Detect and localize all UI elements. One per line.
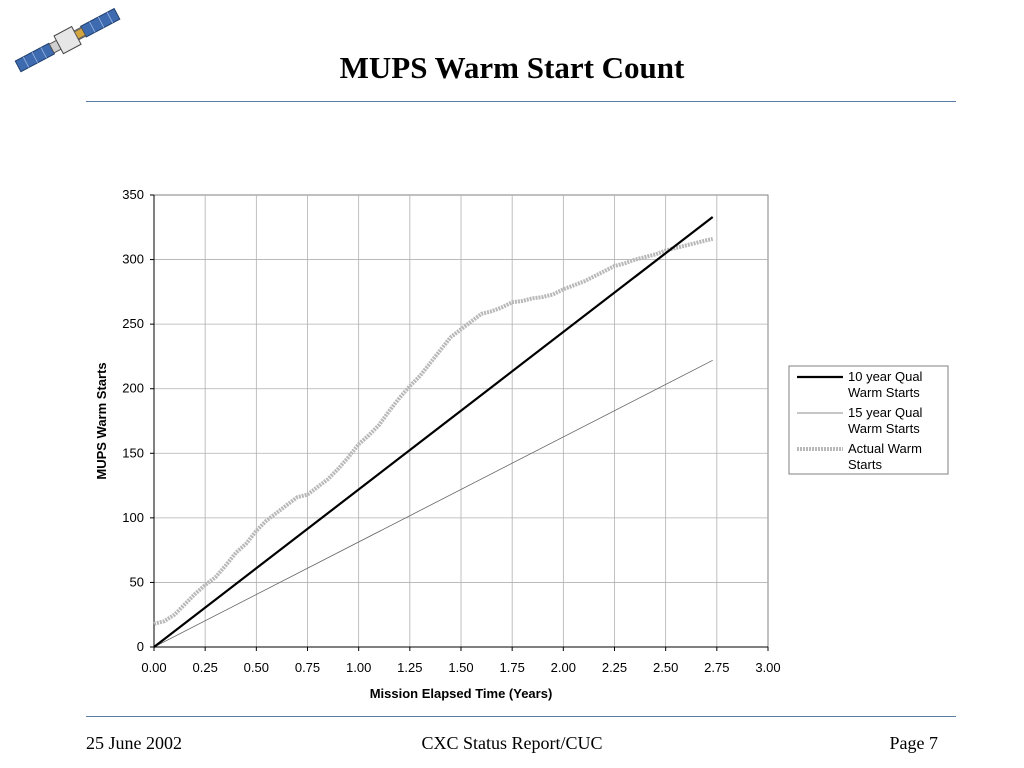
slide-title: MUPS Warm Start Count [339, 50, 685, 85]
x-tick-labels: 0.00 0.25 0.50 0.75 1.00 1.25 1.50 1.75 2.00 2.25… [141, 660, 780, 675]
series-line-qual10 [153, 216, 714, 648]
y-tick-label: 250 [122, 316, 144, 331]
y-tick-label: 350 [122, 187, 144, 202]
y-tick-labels: 0 50 100 150 200 250 300 350 [122, 187, 144, 654]
y-tick-label: 0 [137, 639, 144, 654]
x-tick-label: 0.00 [141, 660, 166, 675]
x-tick-label: 1.25 [397, 660, 422, 675]
x-tick-label: 2.50 [653, 660, 678, 675]
x-tick-label: 0.50 [244, 660, 269, 675]
axes [150, 194, 769, 651]
y-tick-label: 50 [130, 574, 144, 589]
footer-page-number: Page 7 [889, 733, 939, 753]
series-line-qual15 [153, 359, 713, 648]
x-tick-label: 1.50 [448, 660, 473, 675]
legend: 10 year Qual Warm Starts 15 year Qual Warm… [788, 365, 949, 475]
series-layer [153, 216, 714, 648]
x-tick-label: 3.00 [755, 660, 780, 675]
y-tick-label: 150 [122, 445, 144, 460]
warm-start-chart: 0.00 0.25 0.50 0.75 1.00 1.25 1.50 1.75 2.00 2.25… [94, 187, 949, 701]
y-tick-label: 300 [122, 252, 144, 267]
grid-lines [154, 195, 768, 647]
y-tick-label: 200 [122, 381, 144, 396]
x-tick-label: 1.75 [500, 660, 525, 675]
x-tick-label: 0.75 [295, 660, 320, 675]
x-tick-label: 1.00 [346, 660, 371, 675]
legend-label-actual: Actual Warm Starts [848, 441, 922, 472]
y-tick-label: 100 [122, 510, 144, 525]
footer-report-name: CXC Status Report/CUC [421, 733, 603, 753]
x-tick-label: 0.25 [193, 660, 218, 675]
x-tick-label: 2.25 [602, 660, 627, 675]
series-line-actual [153, 236, 714, 626]
legend-label-qual10: 10 year Qual Warm Starts [848, 369, 923, 400]
x-tick-label: 2.00 [551, 660, 576, 675]
y-axis-title: MUPS Warm Starts [94, 362, 109, 479]
footer-divider [86, 716, 956, 717]
title-divider [86, 101, 956, 102]
legend-box [788, 365, 949, 475]
x-tick-label: 2.75 [704, 660, 729, 675]
x-axis-title: Mission Elapsed Time (Years) [370, 686, 553, 701]
chandra-satellite-logo [14, 7, 121, 73]
legend-label-qual15: 15 year Qual Warm Starts [848, 405, 923, 436]
footer-date: 25 June 2002 [86, 733, 182, 753]
